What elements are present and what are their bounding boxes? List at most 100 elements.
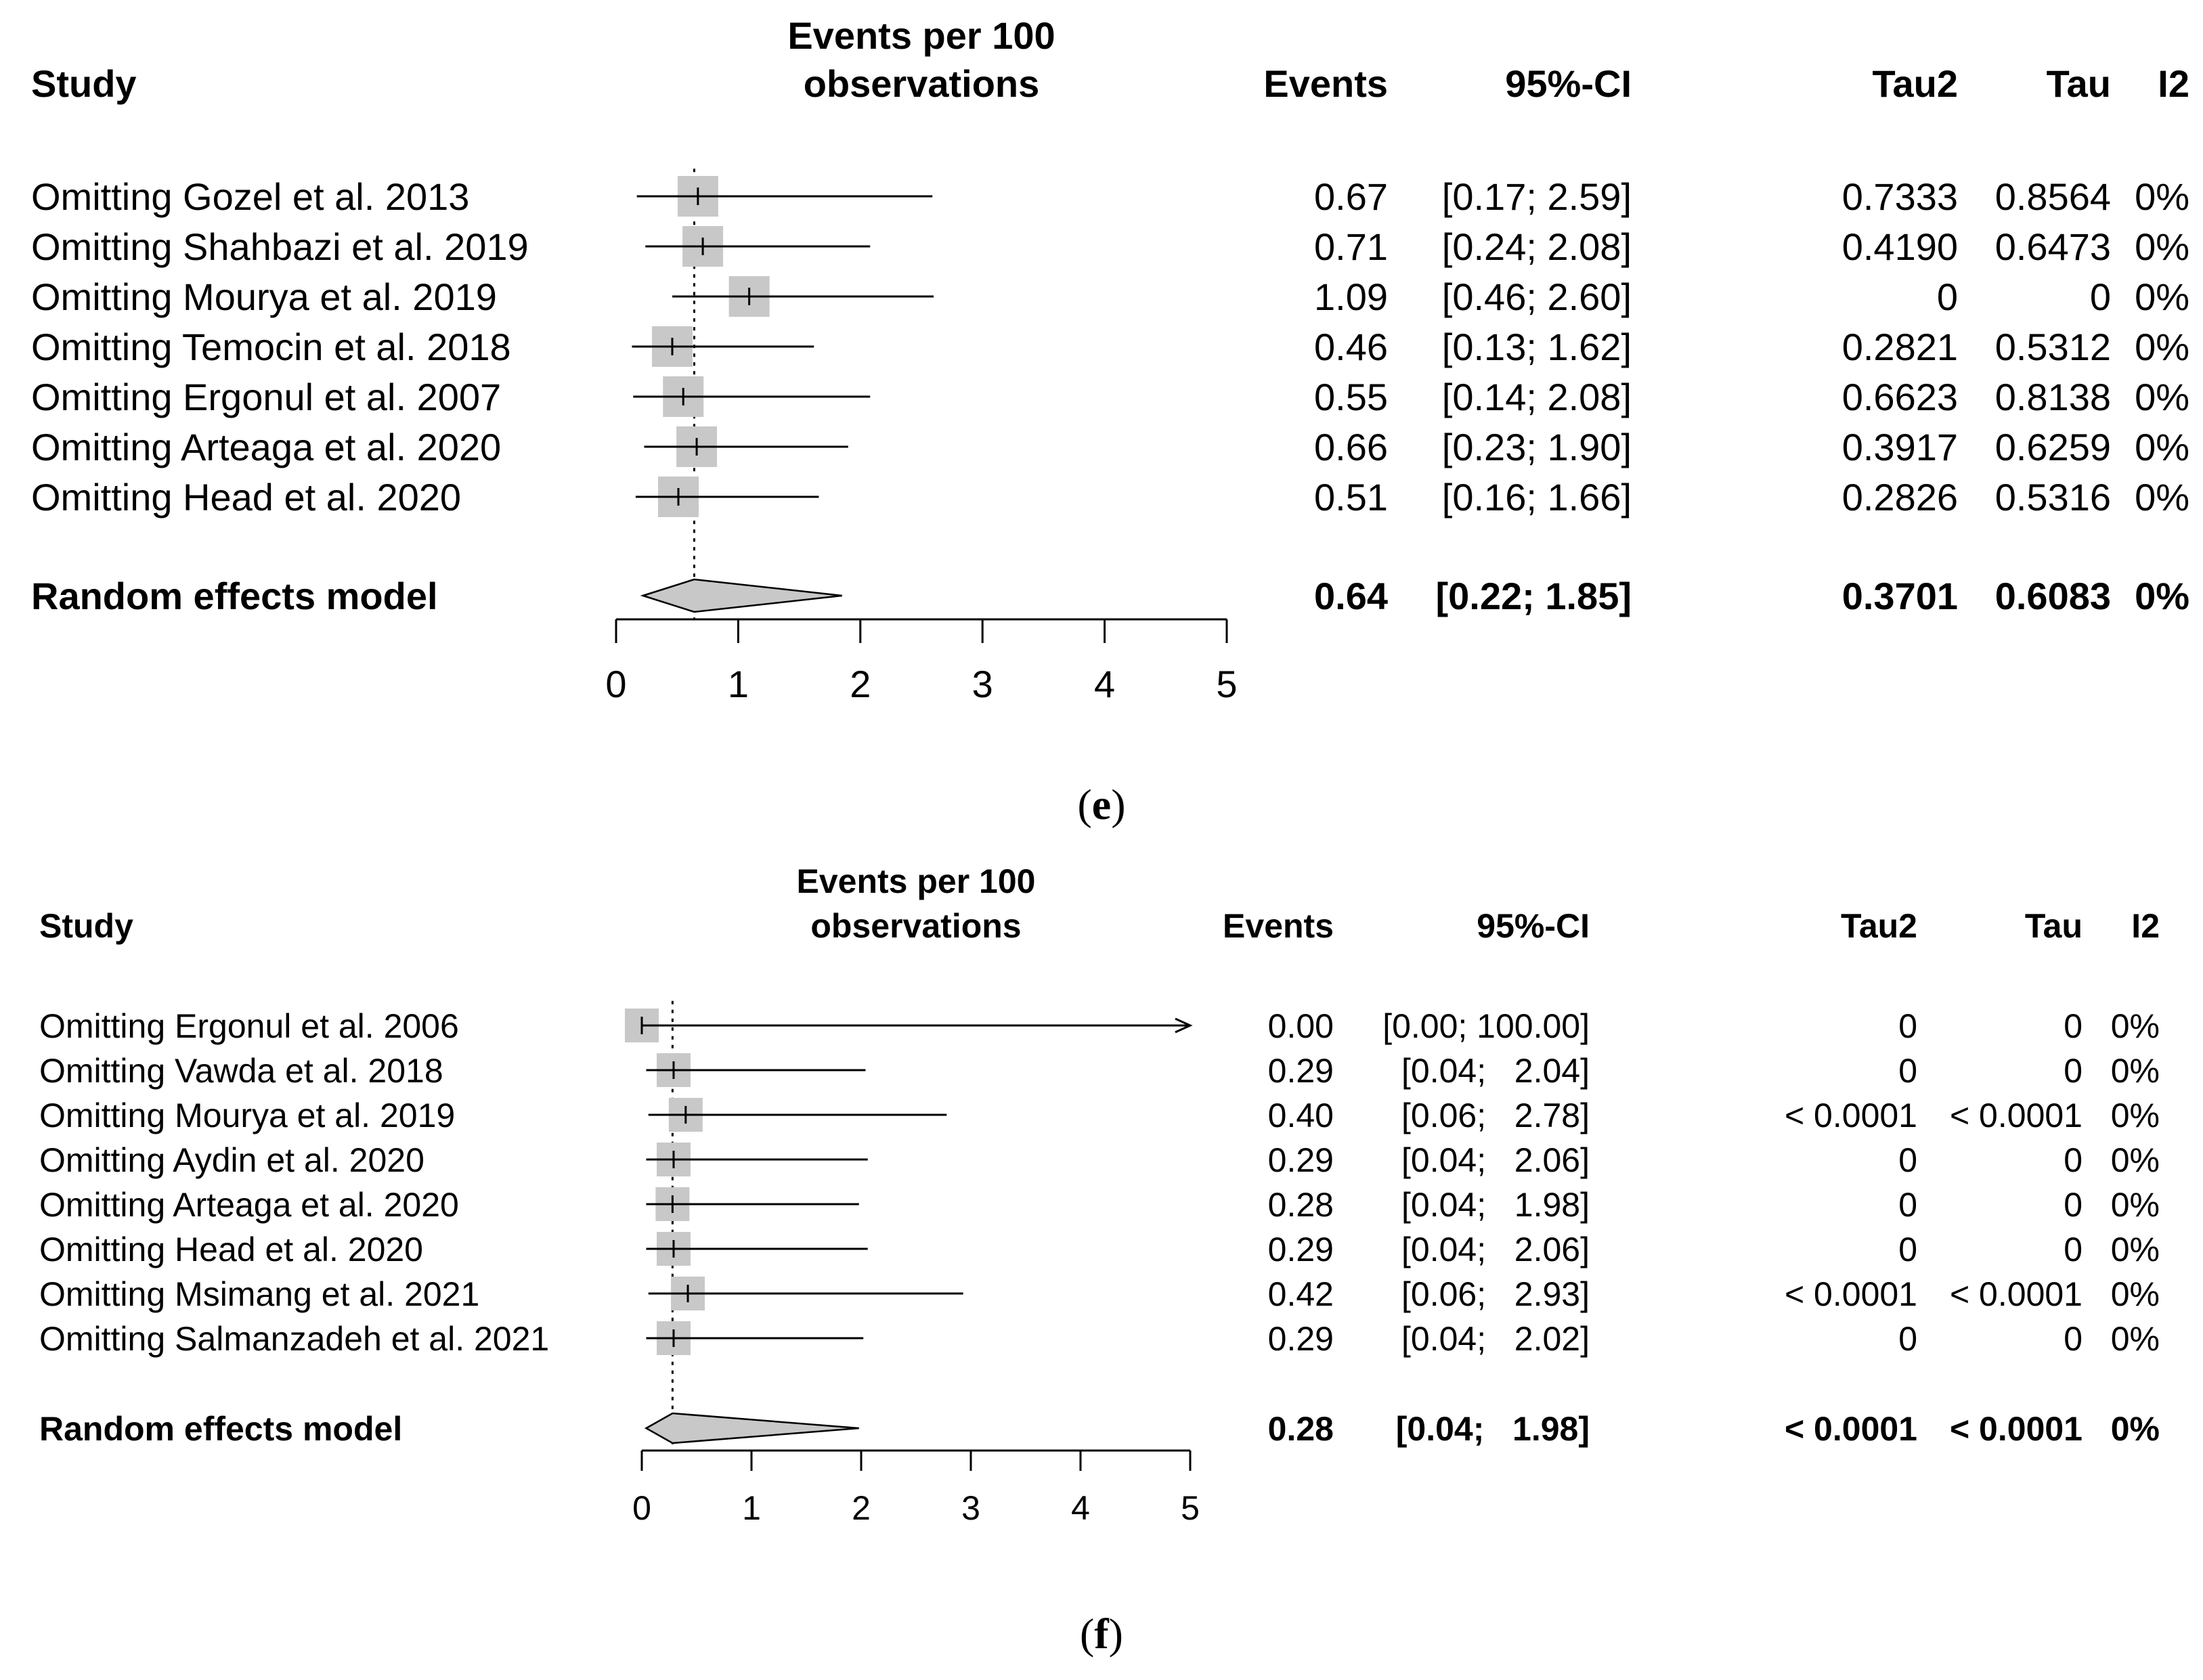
study-ci-value: [0.06; 2.78] xyxy=(1401,1097,1590,1134)
forest-plot-e-svg: Study Events per 100 observations Events 95%… xyxy=(31,14,2189,828)
study-ci-value: [0.04; 2.06] xyxy=(1401,1141,1590,1179)
header-i2: I2 xyxy=(2131,907,2160,945)
x-tick-label: 4 xyxy=(1071,1489,1090,1527)
header-tau2: Tau2 xyxy=(1872,62,1958,105)
x-tick-label: 3 xyxy=(972,663,993,705)
summary-ci-value: [0.22; 1.85] xyxy=(1436,575,1632,617)
study-label: Omitting Salmanzadeh et al. 2021 xyxy=(39,1320,549,1358)
study-events-value: 0.42 xyxy=(1268,1275,1334,1313)
study-label: Omitting Head et al. 2020 xyxy=(31,476,461,518)
study-events-value: 0.46 xyxy=(1314,326,1388,368)
study-tau2-value: 0.2821 xyxy=(1842,326,1958,368)
forest-plot-f: Study Events per 100 observations Events 95%… xyxy=(0,839,2203,1677)
study-tau-value: 0 xyxy=(2064,1231,2082,1268)
study-i2-value: 0% xyxy=(2111,1231,2160,1268)
study-label: Omitting Ergonul et al. 2007 xyxy=(31,376,501,418)
header-axis-title-line1: Events per 100 xyxy=(787,14,1055,57)
study-events-value: 0.66 xyxy=(1314,426,1388,468)
summary-tau-value: < 0.0001 xyxy=(1950,1410,2082,1448)
study-ci-value: [0.04; 2.04] xyxy=(1401,1052,1590,1090)
study-tau-value: 0 xyxy=(2064,1141,2082,1179)
study-tau-value: 0 xyxy=(2064,1052,2082,1090)
study-ci-value: [0.00; 100.00] xyxy=(1382,1007,1590,1045)
panel-caption: (f) xyxy=(1080,1610,1123,1658)
study-events-value: 0.55 xyxy=(1314,376,1388,418)
study-ci-value: [0.13; 1.62] xyxy=(1442,326,1632,368)
study-tau-value: 0.8138 xyxy=(1995,376,2111,418)
study-ci-value: [0.17; 2.59] xyxy=(1442,175,1632,218)
study-tau-value: 0 xyxy=(2064,1320,2082,1358)
study-i2-value: 0% xyxy=(2111,1052,2160,1090)
study-tau2-value: 0 xyxy=(1937,275,1958,318)
ci-arrow-icon xyxy=(1175,1017,1193,1034)
header-tau2: Tau2 xyxy=(1841,907,1917,945)
study-label: Omitting Mourya et al. 2019 xyxy=(39,1097,455,1134)
study-ci-value: [0.04; 2.06] xyxy=(1401,1231,1590,1268)
header-study: Study xyxy=(31,62,137,105)
header-ci: 95%-CI xyxy=(1505,62,1632,105)
x-tick-label: 5 xyxy=(1216,663,1237,705)
study-tau-value: 0 xyxy=(2064,1007,2082,1045)
study-label: Omitting Aydin et al. 2020 xyxy=(39,1141,424,1179)
study-ci-value: [0.16; 1.66] xyxy=(1442,476,1632,518)
study-ci-value: [0.46; 2.60] xyxy=(1442,275,1632,318)
study-tau2-value: 0.4190 xyxy=(1842,225,1958,268)
x-tick-label: 5 xyxy=(1181,1489,1200,1527)
study-tau2-value: < 0.0001 xyxy=(1785,1097,1917,1134)
study-events-value: 0.29 xyxy=(1268,1052,1334,1090)
study-i2-value: 0% xyxy=(2111,1097,2160,1134)
study-ci-value: [0.14; 2.08] xyxy=(1442,376,1632,418)
x-tick-label: 2 xyxy=(850,663,871,705)
study-tau2-value: 0 xyxy=(1898,1231,1917,1268)
study-events-value: 0.71 xyxy=(1314,225,1388,268)
forest-plot-f-svg: Study Events per 100 observations Events 95%… xyxy=(39,862,2160,1658)
study-tau2-value: 0 xyxy=(1898,1320,1917,1358)
study-tau2-value: 0 xyxy=(1898,1186,1917,1224)
study-tau2-value: 0.3917 xyxy=(1842,426,1958,468)
study-tau2-value: 0 xyxy=(1898,1007,1917,1045)
study-i2-value: 0% xyxy=(2135,275,2189,318)
header-tau: Tau xyxy=(2025,907,2082,945)
summary-label: Random effects model xyxy=(39,1410,402,1448)
study-i2-value: 0% xyxy=(2135,225,2189,268)
summary-tau-value: 0.6083 xyxy=(1995,575,2111,617)
study-tau-value: 0.5316 xyxy=(1995,476,2111,518)
study-label: Omitting Vawda et al. 2018 xyxy=(39,1052,443,1090)
study-label: Omitting Shahbazi et al. 2019 xyxy=(31,225,529,268)
x-tick-label: 2 xyxy=(852,1489,871,1527)
header-i2: I2 xyxy=(2158,62,2189,105)
study-i2-value: 0% xyxy=(2111,1320,2160,1358)
x-tick-label: 3 xyxy=(961,1489,980,1527)
study-i2-value: 0% xyxy=(2111,1186,2160,1224)
study-tau2-value: 0.6623 xyxy=(1842,376,1958,418)
study-tau-value: 0.5312 xyxy=(1995,326,2111,368)
summary-tau2-value: 0.3701 xyxy=(1842,575,1958,617)
study-ci-value: [0.06; 2.93] xyxy=(1401,1275,1590,1313)
header-ci: 95%-CI xyxy=(1477,907,1590,945)
panel-caption: (e) xyxy=(1077,780,1125,828)
header-axis-title-line2: observations xyxy=(810,907,1021,945)
study-tau-value: 0.6473 xyxy=(1995,225,2111,268)
x-tick-label: 4 xyxy=(1094,663,1115,705)
panel-caption-letter: f xyxy=(1094,1610,1109,1658)
study-tau-value: < 0.0001 xyxy=(1950,1097,2082,1134)
study-label: Omitting Arteaga et al. 2020 xyxy=(39,1186,459,1224)
summary-events-value: 0.64 xyxy=(1314,575,1388,617)
study-tau2-value: < 0.0001 xyxy=(1785,1275,1917,1313)
header-tau: Tau xyxy=(2047,62,2111,105)
study-i2-value: 0% xyxy=(2111,1141,2160,1179)
summary-i2-value: 0% xyxy=(2135,575,2189,617)
summary-ci-value: [0.04; 1.98] xyxy=(1396,1410,1590,1448)
study-ci-value: [0.23; 1.90] xyxy=(1442,426,1632,468)
summary-i2-value: 0% xyxy=(2111,1410,2160,1448)
summary-diamond xyxy=(640,578,842,613)
study-events-value: 0.00 xyxy=(1268,1007,1334,1045)
study-tau-value: 0 xyxy=(2090,275,2111,318)
header-events: Events xyxy=(1263,62,1388,105)
study-tau2-value: 0 xyxy=(1898,1052,1917,1090)
study-i2-value: 0% xyxy=(2135,175,2189,218)
summary-label: Random effects model xyxy=(31,575,438,617)
study-label: Omitting Mourya et al. 2019 xyxy=(31,275,497,318)
study-i2-value: 0% xyxy=(2135,426,2189,468)
study-events-value: 0.29 xyxy=(1268,1231,1334,1268)
